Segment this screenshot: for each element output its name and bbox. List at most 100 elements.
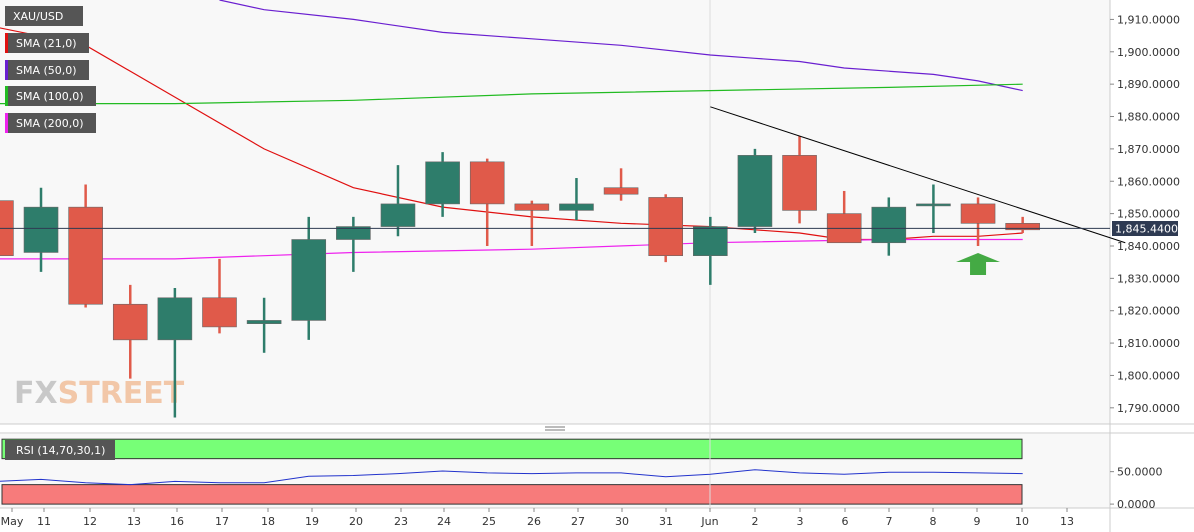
- candle-body: [693, 226, 728, 256]
- current-price-label: 1,845.4400: [1115, 223, 1178, 236]
- date-tick-label: 10: [1015, 515, 1029, 528]
- date-tick-label: 2: [752, 515, 759, 528]
- price-tick-label: 1,860.0000: [1117, 175, 1180, 188]
- date-tick-label: 31: [659, 515, 673, 528]
- legend-symbol-label: XAU/USD: [13, 10, 63, 23]
- legend-sma100[interactable]: SMA (100,0): [5, 86, 96, 106]
- date-tick-label: 18: [261, 515, 275, 528]
- candle-body: [916, 203, 951, 207]
- date-tick-label: 6: [842, 515, 849, 528]
- price-tick-label: 1,890.0000: [1117, 78, 1180, 91]
- candle-body: [603, 187, 639, 195]
- date-tick-label: 16: [170, 515, 184, 528]
- date-tick-label: 27: [571, 515, 585, 528]
- candlestick: [603, 168, 639, 201]
- price-tick-label: 1,810.0000: [1117, 337, 1180, 350]
- date-tick-label: 30: [615, 515, 629, 528]
- candlesticks: [0, 135, 1040, 418]
- price-tick-label: 1,850.0000: [1117, 208, 1180, 221]
- candlestick: [336, 216, 371, 272]
- rsi-tick-label: 50.0000: [1117, 466, 1163, 479]
- rsi-axis: 0.0000 50.0000: [1110, 466, 1163, 511]
- trend-line: [0, 106, 1126, 244]
- rsi-overbought-band: [1, 438, 1023, 460]
- candle-body: [960, 203, 996, 224]
- date-tick-label: 25: [482, 515, 496, 528]
- candle-body: [202, 297, 237, 328]
- candle-body: [1005, 223, 1040, 231]
- watermark-street: STREET: [58, 376, 185, 411]
- candlestick: [425, 152, 460, 217]
- legend-sma50-swatch: [5, 60, 8, 80]
- legend-sma100-swatch: [5, 86, 8, 106]
- candle-body: [380, 203, 416, 227]
- candle-body: [291, 239, 327, 321]
- candlestick: [202, 258, 237, 334]
- candle-body: [157, 297, 193, 341]
- candlestick: [157, 288, 193, 418]
- rsi-oversold-band: [1, 484, 1023, 505]
- price-tick-label: 1,820.0000: [1117, 305, 1180, 318]
- legend-rsi[interactable]: RSI (14,70,30,1): [5, 440, 115, 460]
- date-tick-label: 9: [974, 515, 981, 528]
- candle-body: [871, 206, 907, 244]
- date-axis: May 11 12 13 16 17 18 19 20 23 24 25 26 27 30 31 Jun 2 3 6 7…: [1, 508, 1074, 528]
- price-tick-label: 1,910.0000: [1117, 13, 1180, 26]
- up-arrow-icon: [956, 253, 1001, 275]
- candlestick: [291, 216, 327, 340]
- legend-sma21[interactable]: SMA (21,0): [5, 33, 89, 53]
- date-tick-label: 20: [349, 515, 363, 528]
- current-price-marker: 1,845.4400: [1112, 221, 1178, 236]
- candle-body: [648, 197, 684, 256]
- candlestick: [469, 158, 505, 246]
- legend-symbol[interactable]: XAU/USD: [5, 6, 83, 26]
- candlestick: [782, 135, 817, 224]
- legend-rsi-label: RSI (14,70,30,1): [16, 444, 105, 457]
- candle-body: [336, 226, 371, 240]
- date-tick-label: 26: [527, 515, 541, 528]
- legend-sma21-swatch: [5, 33, 8, 53]
- price-tick-label: 1,870.0000: [1117, 143, 1180, 156]
- candlestick: [737, 148, 773, 234]
- legend-sma50-label: SMA (50,0): [16, 64, 77, 77]
- candle-body: [737, 155, 773, 227]
- legend-sma21-label: SMA (21,0): [16, 37, 77, 50]
- candle-body: [68, 206, 103, 305]
- legend-sma200-swatch: [5, 113, 8, 133]
- svg-text:FXSTREET: FXSTREET: [14, 376, 185, 411]
- legend-sma50[interactable]: SMA (50,0): [5, 60, 89, 80]
- rsi-bands: [1, 438, 1023, 505]
- candlestick: [871, 197, 907, 256]
- price-tick-label: 1,880.0000: [1117, 111, 1180, 124]
- candlestick: [112, 284, 148, 379]
- rsi-tick-label: 0.0000: [1117, 498, 1156, 511]
- price-tick-label: 1,840.0000: [1117, 240, 1180, 253]
- date-tick-label: 17: [215, 515, 229, 528]
- candle-body: [425, 161, 460, 205]
- date-tick-label: May: [1, 515, 24, 528]
- candlestick: [1005, 216, 1040, 234]
- date-tick-label: 13: [127, 515, 141, 528]
- price-tick-label: 1,790.0000: [1117, 402, 1180, 415]
- legend: XAU/USD SMA (21,0) SMA (50,0) SMA (100,0…: [5, 6, 115, 460]
- candlestick: [68, 184, 103, 308]
- date-tick-label: Jun: [700, 515, 718, 528]
- up-arrow-shape: [956, 253, 1001, 275]
- pane-resize-handle[interactable]: [545, 426, 565, 431]
- legend-sma200[interactable]: SMA (200,0): [5, 113, 96, 133]
- candle-body: [246, 320, 282, 324]
- price-tick-label: 1,830.0000: [1117, 272, 1180, 285]
- candle-body: [782, 155, 817, 211]
- candle-body: [469, 161, 505, 205]
- candlestick: [960, 197, 996, 246]
- candlestick: [514, 200, 550, 246]
- price-tick-label: 1,800.0000: [1117, 369, 1180, 382]
- candle-body: [559, 203, 594, 211]
- candle-body: [23, 206, 59, 253]
- date-tick-label: 19: [305, 515, 319, 528]
- sma-line-2: [0, 83, 1023, 105]
- date-tick-label: 13: [1060, 515, 1074, 528]
- fxstreet-watermark: FXSTREET: [14, 376, 185, 411]
- rsi-value-line: [0, 469, 1023, 486]
